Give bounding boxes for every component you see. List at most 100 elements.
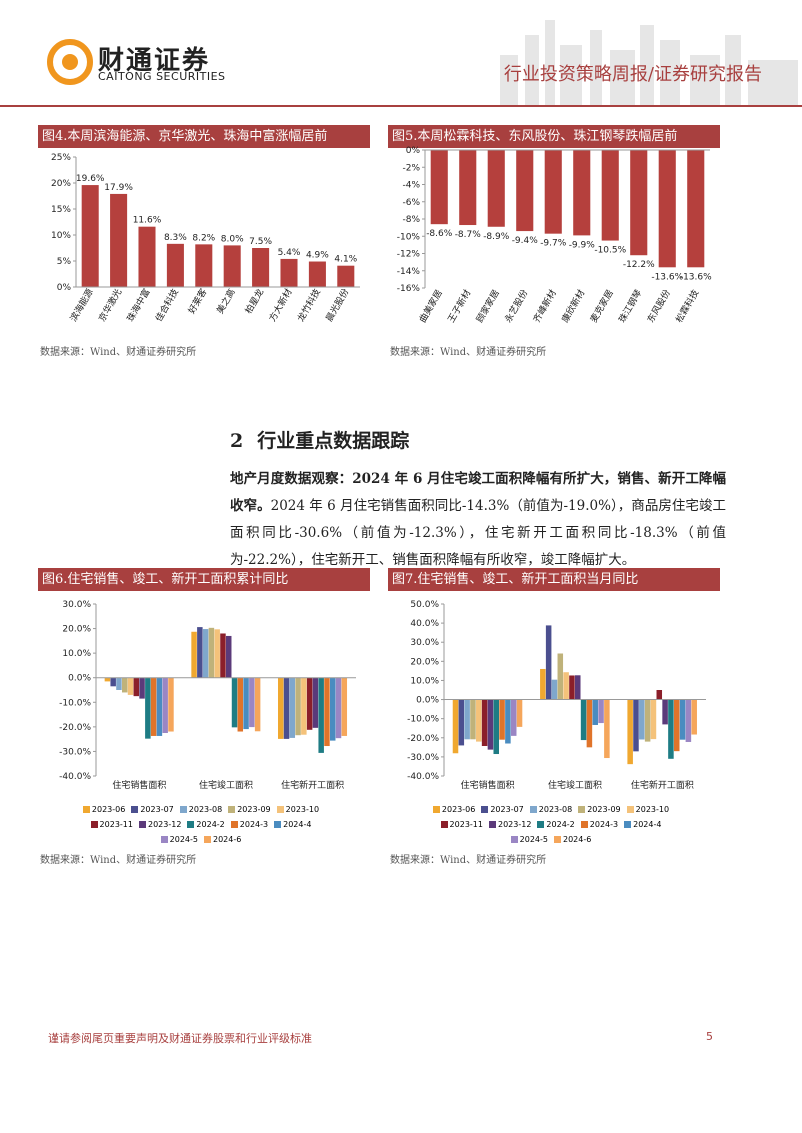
chart: 0% -2% -4% -6% -8% -10% -12% -14% -16% -8.6% 曲美家居 -… bbox=[397, 146, 712, 325]
y-tick-label: 10.0% bbox=[62, 649, 91, 659]
legend-item: 2023-08 bbox=[529, 805, 573, 814]
bar bbox=[481, 699, 488, 746]
legend-label: 2024-5 bbox=[169, 835, 198, 844]
value-label: 4.9% bbox=[306, 251, 329, 261]
legend-swatch bbox=[432, 806, 440, 813]
y-tick-label: 50.0% bbox=[410, 600, 439, 610]
legend-swatch bbox=[204, 836, 211, 843]
legend-swatch bbox=[554, 836, 561, 843]
bar bbox=[127, 677, 134, 695]
legend-item: 2024-2 bbox=[537, 820, 575, 829]
bar bbox=[214, 629, 220, 678]
y-tick-label: 15% bbox=[51, 205, 71, 215]
bar bbox=[464, 699, 470, 740]
legend-label: 2023-07 bbox=[490, 805, 524, 814]
bar bbox=[280, 258, 298, 287]
y-tick-label: 20.0% bbox=[62, 625, 91, 635]
legend-item: 2023-06 bbox=[432, 805, 475, 814]
skyline bbox=[500, 20, 798, 105]
y-tick-label: -40.0% bbox=[407, 772, 439, 782]
y-tick-label: -30.0% bbox=[59, 747, 91, 757]
bar bbox=[243, 677, 249, 730]
bar bbox=[104, 677, 111, 682]
bar bbox=[487, 699, 494, 750]
legend: 2023-06 2023-07 2023-08 2023-09 2023-10 2023-… bbox=[388, 805, 720, 844]
bar bbox=[644, 699, 651, 742]
bar bbox=[668, 699, 674, 759]
x-tick-label: 珠江钢琴 bbox=[616, 288, 644, 325]
bar bbox=[569, 675, 575, 700]
legend-swatch bbox=[228, 806, 236, 813]
source-note: 数据来源：Wind、财通证券研究所 bbox=[40, 855, 197, 866]
chart: 0% 5% 10% 15% 20% 25% 19.6% 滨海能源 17.9% 京华激光 11.6% 珠… bbox=[51, 153, 360, 324]
bar bbox=[687, 150, 705, 268]
legend-label: 2023-10 bbox=[285, 805, 320, 814]
legend-swatch bbox=[626, 806, 634, 813]
legend-swatch bbox=[578, 806, 586, 813]
bar bbox=[237, 677, 244, 732]
bar bbox=[650, 699, 657, 740]
legend-label: 2023-08 bbox=[188, 805, 223, 814]
page-number: 5 bbox=[706, 1030, 713, 1043]
bar bbox=[81, 185, 99, 287]
bar bbox=[630, 150, 648, 256]
bar bbox=[220, 633, 226, 678]
legend-swatch bbox=[230, 821, 238, 828]
bar bbox=[685, 699, 692, 742]
y-tick-label: 0.0% bbox=[68, 674, 91, 684]
y-tick-label: 40.0% bbox=[410, 619, 439, 629]
section-heading: 2 行业重点数据跟踪 bbox=[230, 426, 409, 453]
x-tick-label: 住宅销售面积 bbox=[461, 779, 515, 791]
legend-swatch bbox=[440, 821, 448, 828]
paragraph: 地产月度数据观察：2024 年 6 月住宅竣工面积降幅有所扩大，销售、新开工降幅… bbox=[230, 466, 726, 574]
x-tick-label: 京华激光 bbox=[96, 287, 124, 324]
bar bbox=[544, 150, 562, 234]
bar bbox=[516, 150, 534, 232]
y-tick-label: -8% bbox=[402, 215, 420, 225]
y-tick-label: 25% bbox=[51, 153, 71, 163]
legend-swatch bbox=[274, 821, 282, 828]
legend-label: 2023-09 bbox=[237, 805, 271, 814]
y-tick-label: -20.0% bbox=[407, 734, 439, 744]
bar bbox=[540, 668, 546, 700]
bar bbox=[601, 150, 619, 241]
value-label: -8.9% bbox=[483, 232, 510, 242]
bar bbox=[226, 635, 232, 678]
bar bbox=[575, 675, 581, 700]
legend-item: 2024-3 bbox=[580, 820, 619, 829]
legend-label: 2023-08 bbox=[538, 805, 573, 814]
paragraph-body: 2024 年 6 月住宅销售面积同比-14.3%（前值为-19.0%），商品房住… bbox=[230, 498, 727, 568]
footer-disclaimer: 谨请参阅尾页重要声明及财通证券股票和行业评级标准 bbox=[48, 1032, 312, 1045]
bar bbox=[278, 677, 284, 739]
bar bbox=[330, 677, 336, 741]
source-note: 数据来源：Wind、财通证券研究所 bbox=[40, 347, 197, 358]
x-tick-label: 王子新材 bbox=[445, 288, 473, 325]
bar bbox=[156, 677, 163, 736]
legend-label: 2024-6 bbox=[563, 835, 592, 844]
legend-item: 2023-12 bbox=[488, 820, 531, 829]
x-tick-label: 珠海中富 bbox=[124, 287, 152, 324]
bar bbox=[145, 677, 151, 739]
value-label: -8.7% bbox=[455, 230, 482, 240]
y-tick-label: 0.0% bbox=[416, 696, 439, 706]
legend-swatch bbox=[529, 806, 537, 813]
bar bbox=[505, 699, 511, 744]
x-tick-label: 方大新材 bbox=[266, 287, 294, 324]
value-label: -13.6% bbox=[651, 272, 683, 282]
bar bbox=[580, 699, 587, 741]
legend-item: 2023-10 bbox=[276, 805, 320, 814]
source-note: 数据来源：Wind、财通证券研究所 bbox=[390, 855, 547, 866]
legend-label: 2024-2 bbox=[546, 820, 575, 829]
legend-swatch bbox=[187, 821, 195, 828]
legend-item: 2023-06 bbox=[82, 805, 125, 814]
bar bbox=[487, 150, 505, 227]
figure-title: 图7.住宅销售、竣工、新开工面积当月同比 bbox=[388, 568, 720, 591]
y-tick-label: 10% bbox=[51, 231, 71, 241]
bar bbox=[586, 699, 593, 748]
bar bbox=[249, 677, 255, 728]
legend-label: 2024-4 bbox=[283, 820, 312, 829]
bar bbox=[301, 677, 307, 735]
value-label: 11.6% bbox=[133, 216, 162, 226]
bar bbox=[295, 677, 301, 736]
legend-label: 2024-3 bbox=[589, 820, 619, 829]
